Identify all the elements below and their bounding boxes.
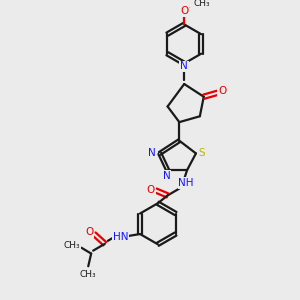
Text: O: O (147, 184, 155, 195)
Text: S: S (199, 148, 205, 158)
Text: O: O (218, 86, 226, 96)
Text: N: N (180, 61, 188, 71)
Text: N: N (148, 148, 156, 158)
Text: CH₃: CH₃ (194, 0, 210, 8)
Text: CH₃: CH₃ (63, 241, 80, 250)
Text: N: N (163, 171, 170, 181)
Text: O: O (180, 6, 188, 16)
Text: NH: NH (178, 178, 194, 188)
Text: CH₃: CH₃ (80, 270, 97, 279)
Text: O: O (85, 227, 93, 237)
Text: HN: HN (113, 232, 128, 242)
